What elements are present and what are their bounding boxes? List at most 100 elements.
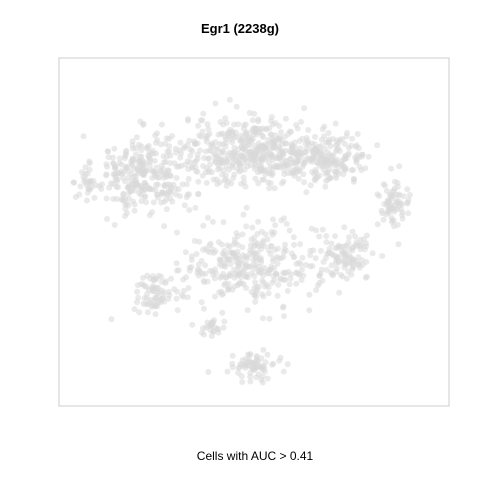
- cell-point: [238, 373, 245, 380]
- cell-point: [103, 195, 110, 202]
- cell-point: [259, 379, 266, 386]
- cell-point: [316, 157, 323, 163]
- cell-point: [260, 134, 267, 140]
- cell-point: [339, 161, 346, 167]
- cell-point: [221, 247, 228, 254]
- cell-point: [331, 162, 338, 169]
- cell-point: [345, 239, 352, 246]
- cell-point: [138, 198, 145, 205]
- cell-point: [323, 177, 329, 184]
- cell-point: [396, 163, 403, 170]
- cell-point: [254, 240, 261, 247]
- cell-point: [333, 175, 340, 181]
- cell-point: [259, 373, 266, 380]
- cell-point: [212, 293, 218, 300]
- cell-point: [296, 150, 302, 157]
- cell-point: [207, 161, 213, 168]
- cell-point: [318, 152, 325, 159]
- cell-point: [141, 161, 148, 168]
- cell-point: [332, 233, 339, 240]
- cell-point: [246, 358, 253, 365]
- cell-point: [238, 180, 245, 187]
- cell-point: [197, 147, 203, 154]
- cell-point: [268, 114, 275, 120]
- cell-point: [158, 162, 165, 169]
- cell-point: [287, 128, 293, 135]
- cell-point: [274, 245, 281, 252]
- cell-point: [260, 315, 266, 322]
- cell-point: [282, 115, 289, 122]
- cell-point: [77, 183, 84, 190]
- cell-point: [188, 253, 195, 260]
- cell-point: [247, 242, 254, 249]
- cell-point: [259, 176, 266, 183]
- cell-point: [133, 134, 140, 141]
- cell-point: [198, 133, 205, 140]
- cell-point: [341, 141, 348, 147]
- cell-point: [281, 277, 287, 283]
- cell-point: [217, 274, 224, 281]
- cell-point: [187, 152, 194, 159]
- cell-point: [229, 286, 236, 293]
- cell-point: [396, 198, 403, 205]
- cell-point: [333, 268, 340, 275]
- cell-point: [264, 375, 271, 382]
- cell-point: [328, 269, 335, 276]
- cell-point: [394, 183, 401, 190]
- cell-point: [228, 180, 235, 187]
- cell-point: [138, 187, 145, 194]
- cell-point: [205, 369, 212, 375]
- cell-point: [332, 120, 339, 127]
- cell-point: [320, 258, 327, 265]
- cell-point: [140, 274, 147, 281]
- cell-point: [160, 153, 167, 160]
- cell-point: [279, 148, 286, 155]
- cell-point: [255, 255, 262, 262]
- cell-point: [111, 221, 118, 228]
- cell-point: [342, 251, 348, 258]
- cell-point: [234, 233, 241, 240]
- cell-point: [220, 324, 227, 331]
- cell-point: [235, 269, 242, 276]
- cell-point: [300, 171, 307, 178]
- cell-point: [221, 318, 228, 325]
- cell-point: [261, 166, 268, 173]
- cell-point: [316, 172, 323, 179]
- cell-point: [221, 282, 228, 288]
- cell-point: [240, 152, 246, 159]
- cell-point: [108, 316, 115, 323]
- cell-point: [243, 204, 250, 211]
- cell-point: [109, 154, 116, 161]
- cell-point: [187, 159, 193, 166]
- cell-point: [337, 272, 344, 278]
- cell-point: [369, 250, 376, 257]
- cell-point: [237, 137, 243, 144]
- cell-point: [318, 266, 325, 273]
- cell-point: [240, 252, 247, 259]
- cell-point: [134, 170, 141, 177]
- cell-point: [200, 246, 207, 253]
- cell-point: [282, 157, 289, 164]
- cell-point: [322, 183, 329, 190]
- cell-point: [309, 169, 316, 175]
- cell-point: [251, 292, 258, 299]
- cell-point: [150, 277, 157, 284]
- cell-point: [385, 209, 392, 216]
- cell-point: [200, 305, 207, 312]
- cell-point: [235, 121, 242, 128]
- cell-point: [108, 180, 114, 187]
- cell-point: [312, 149, 319, 156]
- cell-point: [349, 135, 356, 142]
- cell-point: [151, 157, 158, 164]
- cell-point: [131, 306, 138, 313]
- cell-point: [232, 133, 239, 140]
- cell-point: [270, 258, 276, 264]
- cell-point: [158, 278, 165, 285]
- cell-point: [85, 186, 92, 193]
- cell-point: [219, 130, 226, 137]
- cell-point: [251, 265, 258, 272]
- cell-point: [281, 313, 287, 320]
- cell-point: [202, 133, 209, 140]
- cell-point: [269, 231, 276, 238]
- cell-point: [212, 145, 219, 152]
